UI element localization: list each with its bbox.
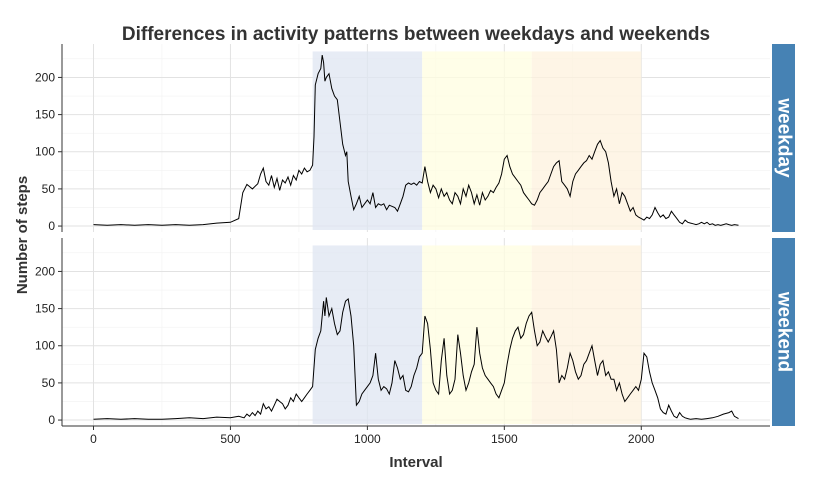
- series-line-weekend: [93, 297, 739, 420]
- shaded-band: [312, 51, 423, 230]
- y-tick-label: 0: [48, 219, 55, 233]
- x-tick-label: 0: [90, 432, 97, 446]
- y-tick-label: 100: [35, 339, 55, 353]
- x-tick-label: 1000: [354, 432, 381, 446]
- facet-strip-weekend: [772, 238, 795, 426]
- y-tick-label: 0: [48, 413, 55, 427]
- chart-title: Differences in activity patterns between…: [122, 24, 710, 45]
- x-tick-label: 1500: [491, 432, 518, 446]
- x-axis: 0 500 1000 1500 2000: [62, 425, 770, 446]
- facet-panel-weekday: 0 50 100 150 200 weekday: [35, 44, 795, 233]
- y-tick-label: 50: [42, 182, 56, 196]
- facet-strip-weekday: [772, 44, 795, 232]
- series-line-weekday: [93, 55, 739, 226]
- y-tick-label: 200: [35, 70, 55, 84]
- y-axis-title: Number of steps: [14, 176, 31, 294]
- x-tick-label: 2000: [628, 432, 655, 446]
- y-tick-label: 150: [35, 302, 55, 316]
- y-tick-label: 50: [42, 376, 56, 390]
- shaded-band: [422, 245, 532, 424]
- y-tick-label: 150: [35, 108, 55, 122]
- y-tick-label: 200: [35, 264, 55, 278]
- facet-strip-label: weekend: [773, 291, 794, 372]
- shaded-band: [422, 51, 532, 230]
- shaded-band: [531, 245, 642, 424]
- facet-panels: 0 50 100 150 200 weekday 0 50 100 150 200 weekend: [35, 44, 795, 427]
- x-tick-label: 500: [220, 432, 240, 446]
- facet-strip-label: weekday: [773, 97, 794, 178]
- y-tick-label: 100: [35, 145, 55, 159]
- shaded-band: [531, 51, 642, 230]
- facet-panel-weekend: 0 50 100 150 200 weekend: [35, 238, 795, 427]
- x-axis-title: Interval: [389, 454, 442, 471]
- shaded-band: [312, 245, 423, 424]
